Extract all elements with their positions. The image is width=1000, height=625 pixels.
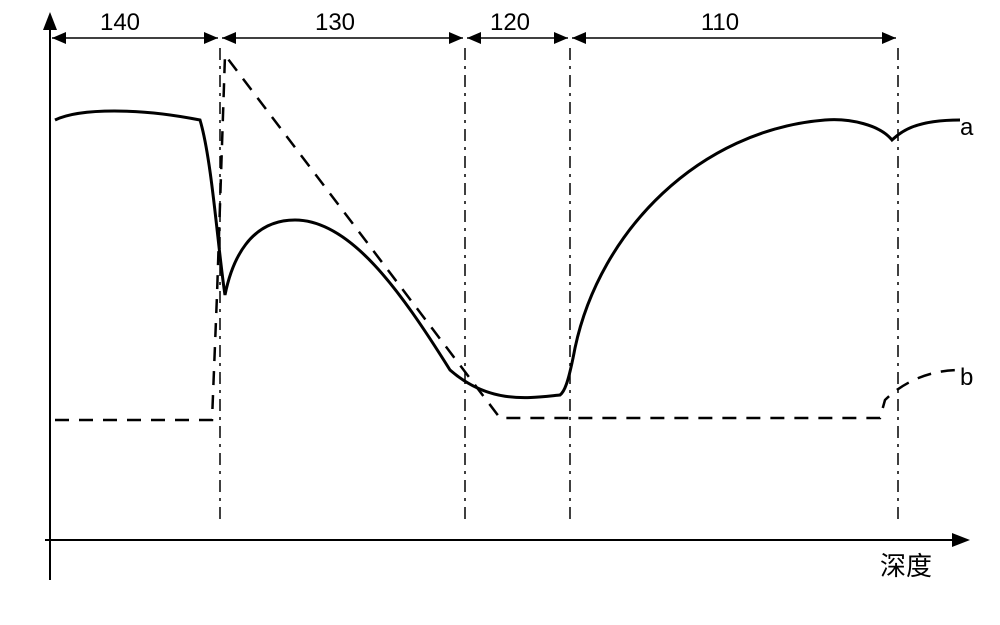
x-axis-arrow (952, 533, 970, 547)
dim-arrow (52, 32, 66, 44)
series-label-b: b (960, 364, 973, 391)
figure-container: 深度 140 130 120 110 a b (0, 0, 1000, 625)
dim-arrow (204, 32, 218, 44)
y-axis-arrow (43, 12, 57, 30)
chart-svg: 深度 140 130 120 110 a b (0, 0, 1000, 625)
series-a (55, 111, 960, 398)
series-b (55, 55, 960, 420)
dim-arrow (449, 32, 463, 44)
dim-arrow (572, 32, 586, 44)
region-label-1: 130 (315, 9, 355, 36)
dim-arrow (467, 32, 481, 44)
region-label-3: 110 (701, 9, 739, 36)
dim-arrow (882, 32, 896, 44)
dim-arrow (554, 32, 568, 44)
region-label-2: 120 (490, 9, 530, 36)
x-axis-label: 深度 (880, 551, 932, 581)
series-label-a: a (960, 114, 974, 141)
dim-arrow (222, 32, 236, 44)
region-label-0: 140 (100, 9, 140, 36)
